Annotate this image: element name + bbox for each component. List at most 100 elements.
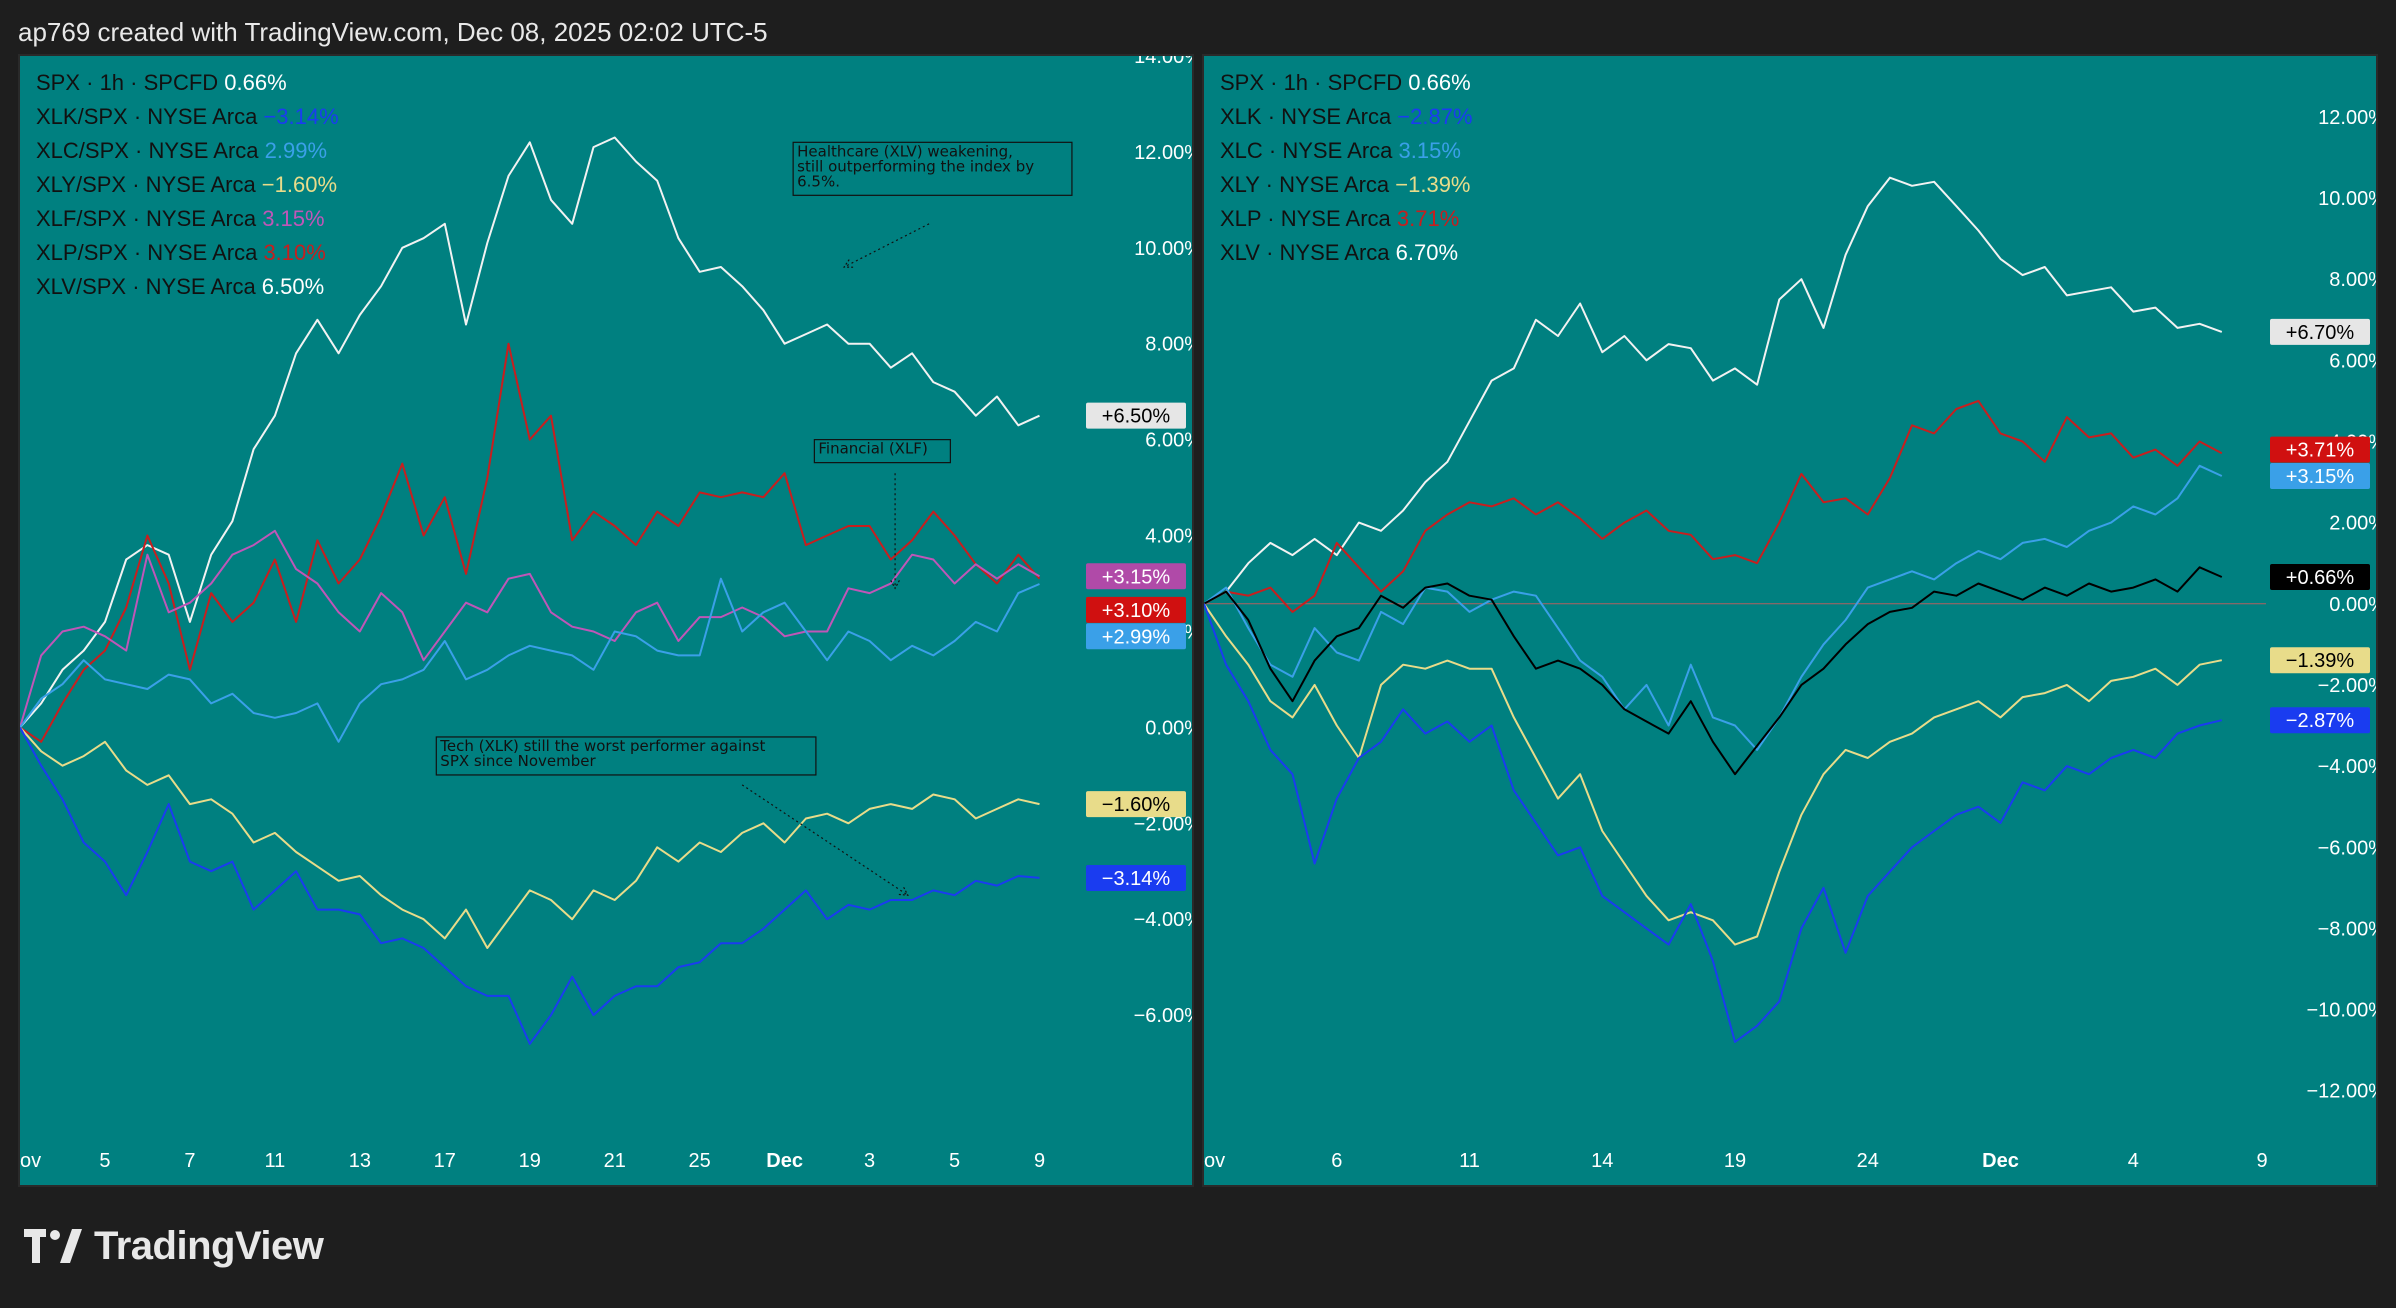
annotation-text: still outperforming the index by: [797, 157, 1034, 175]
legend-value: 2.99%: [265, 138, 327, 163]
price-badge: −2.87%: [2270, 707, 2370, 734]
legend-value: −3.14%: [263, 104, 338, 129]
legend-entry[interactable]: XLY/SPX · NYSE Arca −1.60%: [36, 172, 337, 197]
series-line-xlc-spx[interactable]: [20, 577, 1040, 743]
chart-svg-left[interactable]: −6.00%−4.00%−2.00%0.00%2.00%4.00%6.00%8.…: [20, 56, 1192, 1185]
legend-value: −1.60%: [262, 172, 337, 197]
x-tick-label: 11: [1459, 1150, 1480, 1172]
legend-entry[interactable]: XLF/SPX · NYSE Arca 3.15%: [36, 206, 325, 231]
y-tick-label: 2.00%: [2329, 513, 2376, 535]
legend-value: 3.71%: [1397, 206, 1459, 231]
x-tick-label: 24: [1857, 1150, 1879, 1172]
legend-entry[interactable]: XLK/SPX · NYSE Arca −3.14%: [36, 104, 339, 129]
tradingview-logo-icon: [24, 1229, 82, 1263]
y-tick-label: 0.00%: [1145, 717, 1192, 739]
x-tick-label: 19: [519, 1150, 541, 1172]
price-badge: −1.39%: [2270, 647, 2370, 674]
legend-value: 3.10%: [263, 240, 325, 265]
annotation-box: [813, 439, 951, 464]
x-tick-label: 6: [1331, 1150, 1342, 1172]
annotation-1[interactable]: Financial (XLF): [813, 439, 951, 590]
price-badge: +3.15%: [1086, 563, 1186, 590]
series-line-xly[interactable]: [1204, 603, 2222, 946]
x-tick-label: Dec: [1982, 1150, 2019, 1172]
legend-value: −1.39%: [1395, 172, 1470, 197]
series-line-xlc[interactable]: [1204, 464, 2223, 751]
legend-entry[interactable]: XLP/SPX · NYSE Arca 3.10%: [36, 240, 326, 265]
legend-entry[interactable]: XLC/SPX · NYSE Arca 2.99%: [36, 138, 327, 163]
series-line-xlk-spx[interactable]: [20, 726, 1040, 1045]
annotation-arrow: [741, 784, 909, 896]
y-tick-label: −12.00%: [2306, 1081, 2376, 1103]
legend-entry[interactable]: XLC · NYSE Arca 3.15%: [1220, 138, 1461, 163]
y-tick-label: −2.00%: [2318, 675, 2376, 697]
legend-value: 0.66%: [1408, 70, 1470, 95]
x-tick-label: 9: [2256, 1150, 2267, 1172]
legend-label: XLV/SPX · NYSE Arca: [36, 274, 262, 299]
series-line-xlf-spx[interactable]: [20, 529, 1040, 728]
price-badge-text: +3.10%: [1102, 600, 1171, 622]
legend-entry[interactable]: XLY · NYSE Arca −1.39%: [1220, 172, 1471, 197]
series-line-xlk[interactable]: [1204, 603, 2223, 1043]
x-tick-label: 17: [434, 1150, 456, 1172]
x-tick-label: ov: [20, 1150, 41, 1172]
chart-panel-right[interactable]: −12.00% −10.00% −8.00% −6.00% −4.00% −2.00% 0.…: [1202, 54, 2378, 1187]
series-line-xly-spx[interactable]: [20, 726, 1040, 949]
y-tick-label: 4.00%: [1145, 526, 1192, 548]
price-badge: +0.66%: [2270, 564, 2370, 591]
price-badge-text: −1.39%: [2286, 650, 2355, 672]
annotation-text: SPX since November: [440, 752, 596, 770]
annotation-0[interactable]: Healthcare (XLV) weakening,still outperf…: [792, 141, 1073, 268]
x-tick-label: 13: [349, 1150, 371, 1172]
x-tick-label: 9: [1034, 1150, 1045, 1172]
series-line-xlv-spx[interactable]: [20, 136, 1040, 729]
legend-value: 0.66%: [224, 70, 286, 95]
legend: SPX · 1h · SPCFD 0.66% XLK · NYSE Arca −2…: [1220, 70, 1473, 265]
price-badge: +6.70%: [2270, 318, 2370, 345]
legend-label: XLC · NYSE Arca: [1220, 138, 1399, 163]
x-tick-label: 7: [184, 1150, 195, 1172]
legend-entry[interactable]: XLV · NYSE Arca 6.70%: [1220, 240, 1458, 265]
legend-entry[interactable]: XLV/SPX · NYSE Arca 6.50%: [36, 274, 324, 299]
legend-label: XLC/SPX · NYSE Arca: [36, 138, 265, 163]
chart-panel-left[interactable]: −6.00%−4.00%−2.00%0.00%2.00%4.00%6.00%8.…: [18, 54, 1194, 1187]
annotation-text: Healthcare (XLV) weakening,: [797, 142, 1013, 160]
legend-entry[interactable]: XLP · NYSE Arca 3.71%: [1220, 206, 1459, 231]
annotation-text: Financial (XLF): [818, 440, 927, 458]
price-badge: −3.14%: [1086, 864, 1186, 891]
x-tick-label: 4: [2128, 1150, 2139, 1172]
legend-label: XLF/SPX · NYSE Arca: [36, 206, 262, 231]
y-tick-label: −6.00%: [2318, 837, 2376, 859]
annotation-arrow: [843, 223, 930, 268]
price-badge: +3.10%: [1086, 596, 1186, 623]
chart-svg-right[interactable]: −12.00% −10.00% −8.00% −6.00% −4.00% −2.00% 0.…: [1204, 56, 2376, 1185]
y-tick-label: 0.00%: [2329, 594, 2376, 616]
y-tick-label: −2.00%: [1134, 813, 1192, 835]
annotation-text: 6.5%.: [797, 172, 840, 190]
legend: SPX · 1h · SPCFD 0.66% XLK/SPX · NYSE Arc…: [36, 70, 339, 299]
price-badge-text: +2.99%: [1102, 626, 1171, 648]
y-tick-label: −10.00%: [2306, 1000, 2376, 1022]
y-tick-label: −4.00%: [1134, 909, 1192, 931]
price-badge-text: −1.60%: [1102, 794, 1171, 816]
price-badge-text: +3.15%: [2286, 466, 2355, 488]
y-tick-label: 8.00%: [2329, 269, 2376, 291]
legend-label: SPX · 1h · SPCFD: [1220, 70, 1408, 95]
footer-brand: TradingView: [24, 1222, 324, 1270]
series-line-xlp-spx[interactable]: [20, 342, 1041, 743]
x-tick-label: 11: [264, 1150, 285, 1172]
y-tick-label: 8.00%: [1145, 334, 1192, 356]
x-tick-label: 21: [604, 1150, 626, 1172]
y-tick-label: −6.00%: [1134, 1005, 1192, 1027]
legend-entry[interactable]: SPX · 1h · SPCFD 0.66%: [36, 70, 287, 95]
legend-entry[interactable]: SPX · 1h · SPCFD 0.66%: [1220, 70, 1471, 95]
annotation-2[interactable]: Tech (XLK) still the worst performer aga…: [435, 736, 909, 896]
x-tick-label: 5: [949, 1150, 960, 1172]
series-line-spx[interactable]: [1204, 566, 2223, 776]
price-badge: +6.50%: [1086, 402, 1186, 429]
price-badge-text: +6.70%: [2286, 322, 2355, 344]
legend-entry[interactable]: XLK · NYSE Arca −2.87%: [1220, 104, 1473, 129]
y-tick-label: 6.00%: [2329, 350, 2376, 372]
series-line-xlp[interactable]: [1204, 399, 2223, 613]
series-line-xlv[interactable]: [1204, 176, 2223, 605]
